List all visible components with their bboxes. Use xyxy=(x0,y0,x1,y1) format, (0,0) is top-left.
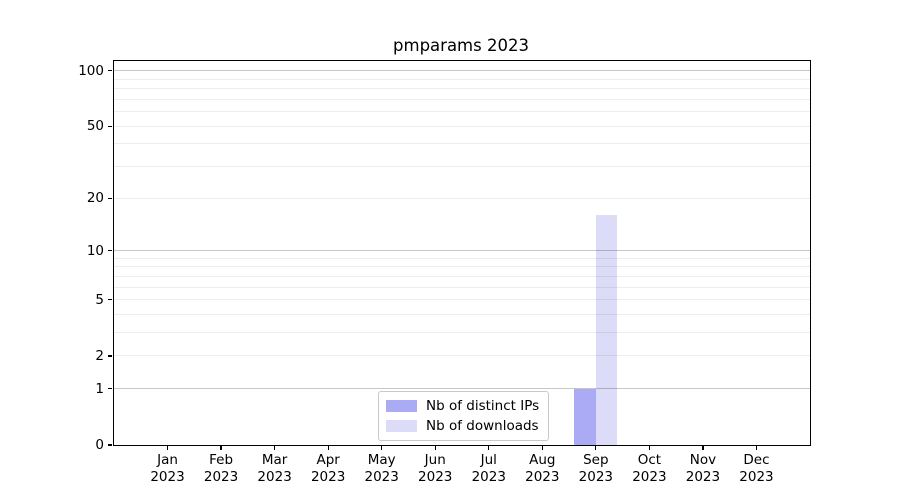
grid-line-minor xyxy=(114,166,810,168)
x-tick-label: Jul 2023 xyxy=(471,452,506,485)
bar-downloads xyxy=(595,215,618,445)
legend-label-downloads: Nb of downloads xyxy=(426,418,539,434)
y-tick-label: 20 xyxy=(86,190,104,207)
grid-line-minor xyxy=(114,332,810,334)
chart-title: pmparams 2023 xyxy=(393,36,529,55)
x-tick-label: Aug 2023 xyxy=(525,452,560,485)
x-tick-mark xyxy=(220,445,222,450)
y-tick-mark xyxy=(107,197,112,199)
x-tick-label: Oct 2023 xyxy=(632,452,667,485)
x-tick-mark xyxy=(381,445,383,450)
y-tick-mark xyxy=(107,125,112,127)
grid-line-major xyxy=(114,70,810,72)
grid-line-minor xyxy=(114,111,810,113)
x-tick-mark xyxy=(702,445,704,450)
legend-label-distinct-ips: Nb of distinct IPs xyxy=(426,398,540,414)
x-tick-mark xyxy=(595,445,597,450)
y-tick-mark xyxy=(107,70,112,72)
x-tick-label: Jan 2023 xyxy=(150,452,185,485)
grid-line-minor xyxy=(114,98,810,100)
bar-distinct-ips xyxy=(574,388,596,445)
legend-swatch-distinct-ips xyxy=(386,400,417,412)
grid-line-minor xyxy=(114,88,810,90)
y-tick-label: 0 xyxy=(95,437,104,453)
y-tick-label: 10 xyxy=(86,242,104,259)
y-tick-mark xyxy=(107,299,112,301)
x-tick-mark xyxy=(755,445,758,450)
y-tick-mark xyxy=(107,444,112,446)
x-tick-label: Dec 2023 xyxy=(739,452,774,485)
grid-line-major xyxy=(114,250,810,252)
plot-area: 0 1 2 5 10 20 50 100 Jan 2023 Feb 2023 Mar 2023 Apr 202… xyxy=(78,60,811,485)
y-tick-mark xyxy=(107,249,112,252)
grid-line-minor xyxy=(114,78,810,80)
grid-line-major xyxy=(114,388,810,390)
grid-line-minor xyxy=(114,257,810,259)
x-tick-label: Feb 2023 xyxy=(203,452,239,485)
x-tick-mark xyxy=(166,445,169,450)
y-tick-mark xyxy=(107,388,112,390)
x-tick-mark xyxy=(648,445,651,450)
y-tick-label: 100 xyxy=(78,62,104,79)
grid-line-minor xyxy=(114,143,810,145)
legend: Nb of distinct IPs Nb of downloads xyxy=(378,391,550,441)
x-tick-mark xyxy=(327,445,329,450)
x-tick-label: Mar 2023 xyxy=(257,452,292,485)
grid-line-minor xyxy=(114,275,810,277)
y-tick-label: 2 xyxy=(95,347,104,364)
x-tick-label: Sep 2023 xyxy=(578,452,614,485)
x-tick-mark xyxy=(273,445,276,450)
y-tick-label: 50 xyxy=(86,118,104,135)
x-tick-mark xyxy=(541,445,543,450)
grid-line-minor xyxy=(114,299,810,301)
grid-line-minor xyxy=(114,286,810,288)
x-tick-mark xyxy=(488,445,490,450)
x-tick-label: Apr 2023 xyxy=(310,452,346,485)
legend-swatch-downloads xyxy=(386,420,417,432)
y-tick-label: 5 xyxy=(95,291,104,308)
x-tick-mark xyxy=(434,445,436,450)
x-tick-label: May 2023 xyxy=(364,452,399,485)
x-tick-label: Jun 2023 xyxy=(418,452,453,485)
grid-line-minor xyxy=(114,125,810,127)
grid-line-minor xyxy=(114,266,810,268)
legend-item-distinct-ips: Nb of distinct IPs xyxy=(386,397,539,415)
grid-line-minor xyxy=(114,314,810,315)
y-tick-label: 1 xyxy=(95,380,104,397)
x-tick-label: Nov 2023 xyxy=(685,452,721,485)
grid-line-minor xyxy=(114,355,810,357)
grid-line-minor xyxy=(114,197,810,199)
legend-item-downloads: Nb of downloads xyxy=(386,417,539,435)
y-tick-mark xyxy=(107,355,112,357)
